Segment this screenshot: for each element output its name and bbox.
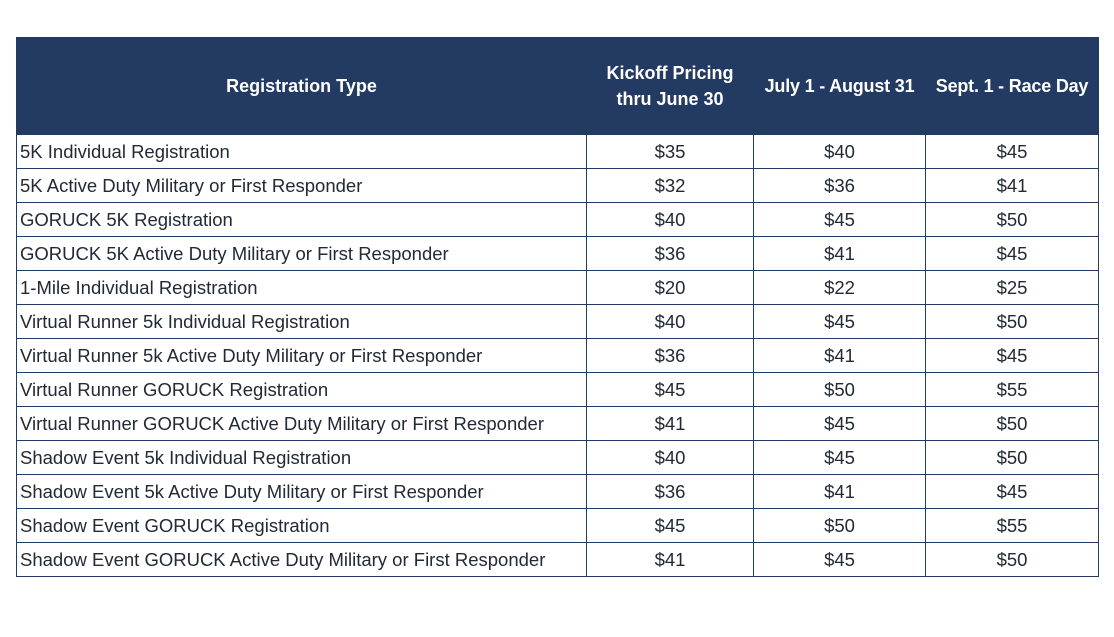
race-day-price-cell: $50 [925, 304, 1099, 339]
kickoff-price-cell: $41 [586, 406, 754, 441]
race-day-price-cell: $45 [925, 474, 1099, 509]
july-august-price-cell: $50 [753, 508, 926, 543]
july-august-price-cell: $36 [753, 168, 926, 203]
kickoff-price-cell: $32 [586, 168, 754, 203]
july-august-price-cell: $45 [753, 202, 926, 237]
registration-type-cell: Virtual Runner 5k Active Duty Military o… [16, 338, 587, 373]
race-day-price-cell: $50 [925, 542, 1099, 577]
race-day-price-cell: $50 [925, 440, 1099, 475]
registration-type-cell: Virtual Runner 5k Individual Registratio… [16, 304, 587, 339]
registration-type-cell: 5K Individual Registration [16, 134, 587, 169]
race-day-price-cell: $55 [925, 508, 1099, 543]
header-july-august: July 1 - August 31 [753, 37, 926, 135]
kickoff-price-cell: $40 [586, 440, 754, 475]
registration-type-cell: Shadow Event GORUCK Registration [16, 508, 587, 543]
header-sept-race-day: Sept. 1 - Race Day [925, 37, 1099, 135]
table-row: Virtual Runner 5k Active Duty Military o… [16, 338, 1099, 373]
race-day-price-cell: $25 [925, 270, 1099, 305]
race-day-price-cell: $55 [925, 372, 1099, 407]
table-row: Virtual Runner GORUCK Active Duty Milita… [16, 406, 1099, 441]
kickoff-price-cell: $40 [586, 304, 754, 339]
table-row: Shadow Event 5k Active Duty Military or … [16, 474, 1099, 509]
registration-type-cell: Shadow Event 5k Active Duty Military or … [16, 474, 587, 509]
table-row: Virtual Runner 5k Individual Registratio… [16, 304, 1099, 339]
july-august-price-cell: $45 [753, 440, 926, 475]
july-august-price-cell: $41 [753, 236, 926, 271]
kickoff-price-cell: $36 [586, 338, 754, 373]
kickoff-price-cell: $45 [586, 508, 754, 543]
table-row: GORUCK 5K Registration $40 $45 $50 [16, 202, 1099, 237]
july-august-price-cell: $40 [753, 134, 926, 169]
pricing-table: Registration Type Kickoff Pricing thru J… [16, 37, 1099, 577]
table-header: Registration Type Kickoff Pricing thru J… [16, 37, 1099, 135]
registration-type-cell: 5K Active Duty Military or First Respond… [16, 168, 587, 203]
race-day-price-cell: $50 [925, 202, 1099, 237]
table-body: 5K Individual Registration $35 $40 $45 5… [16, 134, 1099, 577]
table-row: Shadow Event GORUCK Active Duty Military… [16, 542, 1099, 577]
table-row: GORUCK 5K Active Duty Military or First … [16, 236, 1099, 271]
registration-type-cell: 1-Mile Individual Registration [16, 270, 587, 305]
july-august-price-cell: $50 [753, 372, 926, 407]
july-august-price-cell: $45 [753, 542, 926, 577]
kickoff-price-cell: $41 [586, 542, 754, 577]
table-row: Shadow Event 5k Individual Registration … [16, 440, 1099, 475]
race-day-price-cell: $45 [925, 236, 1099, 271]
header-registration-type: Registration Type [16, 37, 587, 135]
registration-type-cell: GORUCK 5K Registration [16, 202, 587, 237]
table-row: Shadow Event GORUCK Registration $45 $50… [16, 508, 1099, 543]
july-august-price-cell: $45 [753, 304, 926, 339]
kickoff-price-cell: $36 [586, 474, 754, 509]
table-row: 1-Mile Individual Registration $20 $22 $… [16, 270, 1099, 305]
race-day-price-cell: $45 [925, 338, 1099, 373]
july-august-price-cell: $41 [753, 474, 926, 509]
july-august-price-cell: $41 [753, 338, 926, 373]
table-row: Virtual Runner GORUCK Registration $45 $… [16, 372, 1099, 407]
header-kickoff-pricing: Kickoff Pricing thru June 30 [586, 37, 754, 135]
registration-type-cell: GORUCK 5K Active Duty Military or First … [16, 236, 587, 271]
race-day-price-cell: $41 [925, 168, 1099, 203]
race-day-price-cell: $50 [925, 406, 1099, 441]
registration-type-cell: Virtual Runner GORUCK Registration [16, 372, 587, 407]
registration-type-cell: Virtual Runner GORUCK Active Duty Milita… [16, 406, 587, 441]
registration-type-cell: Shadow Event 5k Individual Registration [16, 440, 587, 475]
kickoff-price-cell: $35 [586, 134, 754, 169]
table-row: 5K Active Duty Military or First Respond… [16, 168, 1099, 203]
kickoff-price-cell: $45 [586, 372, 754, 407]
registration-type-cell: Shadow Event GORUCK Active Duty Military… [16, 542, 587, 577]
july-august-price-cell: $22 [753, 270, 926, 305]
kickoff-price-cell: $20 [586, 270, 754, 305]
table-row: 5K Individual Registration $35 $40 $45 [16, 134, 1099, 169]
kickoff-price-cell: $40 [586, 202, 754, 237]
header-row: Registration Type Kickoff Pricing thru J… [16, 37, 1099, 135]
race-day-price-cell: $45 [925, 134, 1099, 169]
july-august-price-cell: $45 [753, 406, 926, 441]
kickoff-price-cell: $36 [586, 236, 754, 271]
